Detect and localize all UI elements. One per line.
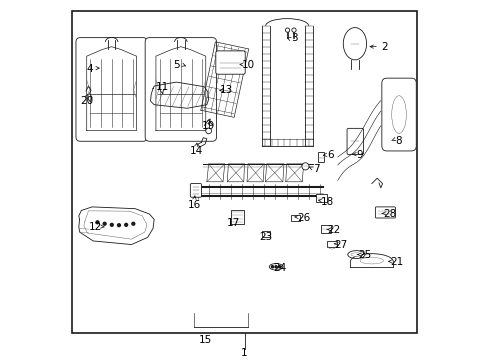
Polygon shape bbox=[246, 164, 264, 182]
Ellipse shape bbox=[343, 28, 366, 60]
Text: 18: 18 bbox=[320, 197, 333, 207]
Text: 26: 26 bbox=[296, 213, 310, 222]
Polygon shape bbox=[227, 164, 244, 182]
Ellipse shape bbox=[360, 257, 383, 264]
Ellipse shape bbox=[269, 264, 282, 270]
Circle shape bbox=[274, 266, 277, 268]
Circle shape bbox=[96, 221, 99, 224]
Ellipse shape bbox=[350, 253, 361, 256]
Text: 5: 5 bbox=[173, 60, 179, 70]
Text: 17: 17 bbox=[226, 218, 240, 228]
Text: 24: 24 bbox=[273, 263, 286, 273]
Text: 6: 6 bbox=[326, 150, 333, 160]
Polygon shape bbox=[285, 164, 303, 182]
FancyBboxPatch shape bbox=[346, 129, 363, 154]
Polygon shape bbox=[79, 207, 154, 244]
Circle shape bbox=[103, 222, 106, 225]
FancyBboxPatch shape bbox=[375, 207, 395, 218]
Circle shape bbox=[124, 224, 127, 226]
FancyBboxPatch shape bbox=[76, 38, 147, 141]
Text: 22: 22 bbox=[327, 225, 340, 235]
Text: 2: 2 bbox=[380, 42, 387, 52]
Circle shape bbox=[285, 28, 289, 32]
Ellipse shape bbox=[391, 96, 406, 133]
Text: 13: 13 bbox=[220, 85, 233, 95]
Text: 19: 19 bbox=[202, 121, 215, 131]
Text: 28: 28 bbox=[382, 209, 396, 219]
Text: 25: 25 bbox=[357, 250, 370, 260]
Text: 4: 4 bbox=[86, 64, 93, 74]
Bar bbox=[317, 152, 324, 162]
Text: 27: 27 bbox=[334, 239, 347, 249]
Polygon shape bbox=[349, 254, 392, 267]
Bar bbox=[261, 231, 269, 237]
Text: 21: 21 bbox=[389, 257, 403, 267]
Bar bbox=[315, 194, 326, 202]
Circle shape bbox=[132, 222, 135, 225]
Text: 9: 9 bbox=[355, 150, 362, 160]
Bar bbox=[320, 225, 330, 233]
Text: 3: 3 bbox=[291, 33, 297, 43]
Circle shape bbox=[301, 163, 308, 170]
Circle shape bbox=[205, 128, 211, 134]
Text: 20: 20 bbox=[80, 96, 93, 106]
Circle shape bbox=[291, 28, 296, 32]
FancyBboxPatch shape bbox=[190, 184, 201, 197]
Polygon shape bbox=[150, 82, 208, 108]
Circle shape bbox=[278, 266, 280, 268]
Text: 23: 23 bbox=[259, 232, 272, 242]
Bar bbox=[326, 241, 336, 247]
FancyBboxPatch shape bbox=[145, 38, 216, 141]
Text: 12: 12 bbox=[89, 222, 102, 231]
Text: 7: 7 bbox=[312, 164, 319, 174]
Text: 1: 1 bbox=[241, 348, 247, 358]
Polygon shape bbox=[206, 164, 224, 182]
Text: 10: 10 bbox=[241, 60, 254, 70]
Circle shape bbox=[110, 224, 113, 226]
Text: 11: 11 bbox=[155, 82, 168, 92]
FancyBboxPatch shape bbox=[381, 78, 415, 151]
Text: 14: 14 bbox=[189, 146, 203, 156]
FancyBboxPatch shape bbox=[215, 51, 244, 74]
Bar bbox=[290, 215, 300, 221]
Polygon shape bbox=[265, 164, 284, 182]
Ellipse shape bbox=[347, 251, 364, 258]
Circle shape bbox=[117, 224, 120, 226]
Text: 16: 16 bbox=[187, 200, 201, 210]
Text: 15: 15 bbox=[198, 334, 211, 345]
Text: 8: 8 bbox=[395, 136, 401, 145]
Circle shape bbox=[271, 266, 273, 268]
